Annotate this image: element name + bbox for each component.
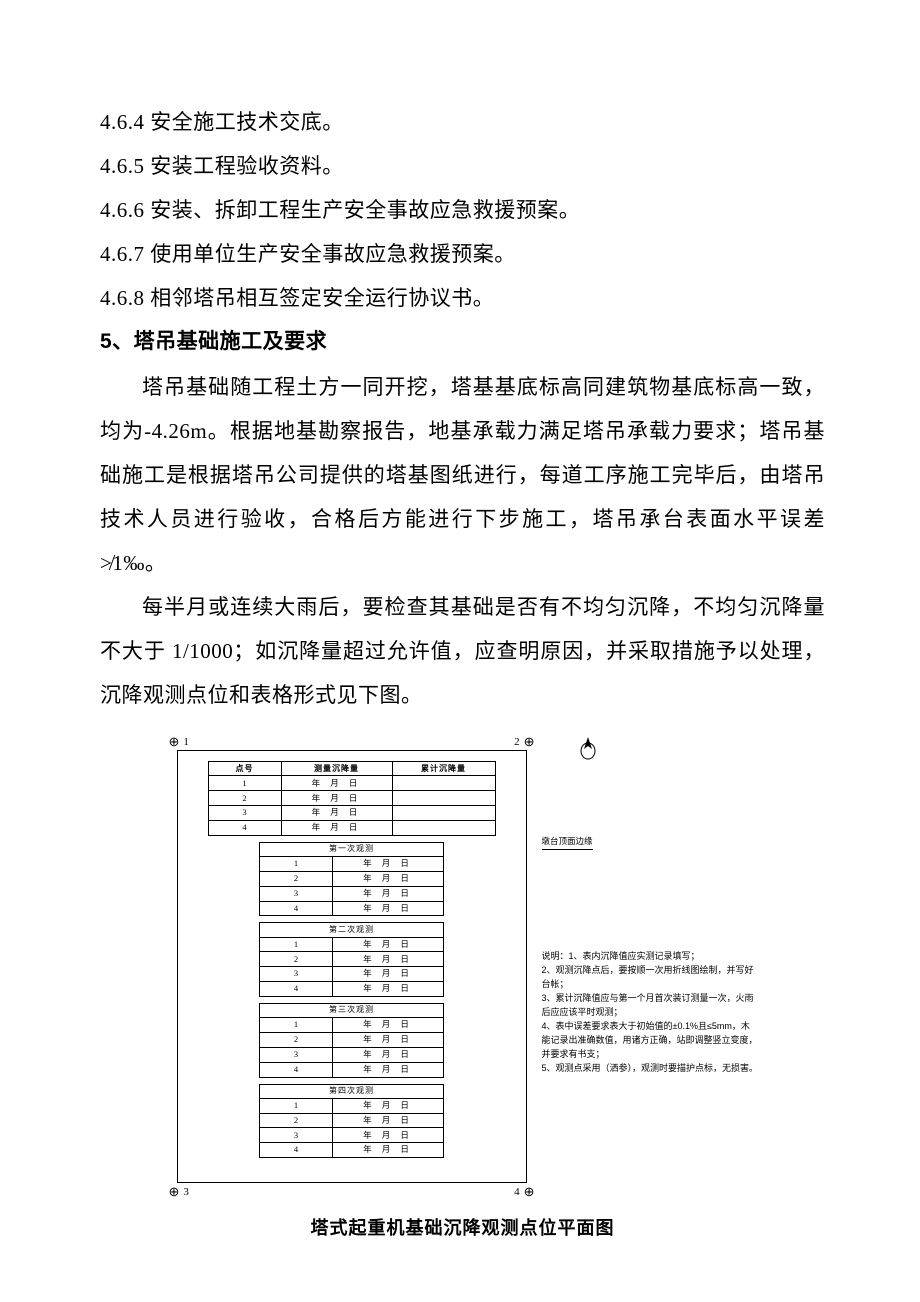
note-item: 2、观测沉降点后，要按顺一次用折线图绘制，并写好台帐； — [542, 964, 759, 992]
marker-icon: ⊕ — [524, 1185, 535, 1198]
list-item-465: 4.6.5 安装工程验收资料。 — [100, 144, 825, 188]
th-measured: 测量沉降量 — [281, 762, 392, 776]
figure-notes: 说明：1、表内沉降值应实测记录填写； 2、观测沉降点后，要按顺一次用折线图绘制，… — [542, 950, 759, 1075]
observation-head-table: 点号 测量沉降量 累计沉降量 1年 月 日 2年 月 日 3年 月 日 4年 月… — [208, 761, 496, 836]
document-page: 4.6.4 安全施工技术交底。 4.6.5 安装工程验收资料。 4.6.6 安装… — [0, 0, 920, 1300]
corner-marker-2: 2 ⊕ — [514, 735, 534, 748]
paragraph-2: 每半月或连续大雨后，要检查其基础是否有不均匀沉降，不均匀沉降量不大于 1/100… — [100, 585, 825, 717]
note-item: 5、观测点采用（洒参），观测时要描护点标，无损害。 — [542, 1062, 759, 1076]
table-row: 1年 月 日 — [260, 1098, 444, 1113]
marker-icon: ⊕ — [169, 1185, 180, 1198]
observation-table-frame: 点号 测量沉降量 累计沉降量 1年 月 日 2年 月 日 3年 月 日 4年 月… — [177, 750, 527, 1183]
corner-label: 3 — [183, 1186, 189, 1198]
corner-label: 1 — [183, 736, 189, 748]
table-row: 4年 月 日 — [260, 901, 444, 916]
corner-label: 2 — [514, 736, 520, 748]
corner-marker-3: ⊕ 3 — [169, 1185, 189, 1198]
marker-icon: ⊕ — [169, 735, 180, 748]
side-label: 墩台顶面边缘 — [542, 835, 593, 850]
note-item: 4、表中误差要求表大于初始值的±0.1%且≤5mm，木能记录出准确数值，用诸方正… — [542, 1020, 759, 1062]
table-row: 4年 月 日 — [260, 1143, 444, 1158]
table-row: 4年 月 日 — [260, 1062, 444, 1077]
table-row: 3年 月 日 — [260, 1047, 444, 1062]
notes-title: 说明： — [542, 951, 569, 961]
table-row: 3年 月 日 — [208, 806, 495, 821]
table-row: 4年 月 日 — [208, 821, 495, 836]
table-row: 2年 月 日 — [208, 791, 495, 806]
table-row: 3年 月 日 — [260, 967, 444, 982]
table-row: 1年 月 日 — [208, 776, 495, 791]
plan-diagram: ⊕ 1 2 ⊕ 点号 测量沉降量 — [167, 735, 537, 1198]
table-row: 3年 月 日 — [260, 886, 444, 901]
observation-section-2: 第二次观测 1年 月 日 2年 月 日 3年 月 日 4年 月 日 — [259, 922, 444, 997]
observation-section-3: 第三次观测 1年 月 日 2年 月 日 3年 月 日 4年 月 日 — [259, 1003, 444, 1078]
th-cumulative: 累计沉降量 — [392, 762, 495, 776]
table-row: 2年 月 日 — [260, 952, 444, 967]
table-row: 2年 月 日 — [260, 871, 444, 886]
table-row: 1年 月 日 — [260, 1018, 444, 1033]
figure-container: ⊕ 1 2 ⊕ 点号 测量沉降量 — [100, 735, 825, 1240]
corner-marker-1: ⊕ 1 — [169, 735, 189, 748]
observation-section-1: 第一次观测 1年 月 日 2年 月 日 3年 月 日 4年 月 日 — [259, 842, 444, 917]
list-item-466: 4.6.6 安装、拆卸工程生产安全事故应急救援预案。 — [100, 188, 825, 232]
table-row: 2年 月 日 — [260, 1113, 444, 1128]
paragraph-1: 塔吊基础随工程土方一同开挖，塔基基底标高同建筑物基底标高一致，均为-4.26m。… — [100, 365, 825, 585]
note-item: 3、累计沉降值应与第一个月首次装订测量一次，火雨后应应该平时观测； — [542, 992, 759, 1020]
observation-section-4: 第四次观测 1年 月 日 2年 月 日 3年 月 日 4年 月 日 — [259, 1084, 444, 1159]
table-row: 2年 月 日 — [260, 1032, 444, 1047]
corner-label: 4 — [514, 1186, 520, 1198]
list-item-467: 4.6.7 使用单位生产安全事故应急救援预案。 — [100, 232, 825, 276]
north-arrow-icon — [577, 735, 599, 771]
marker-icon: ⊕ — [524, 735, 535, 748]
table-row: 4年 月 日 — [260, 982, 444, 997]
note-item: 1、表内沉降值应实测记录填写； — [569, 951, 700, 961]
corner-marker-4: 4 ⊕ — [514, 1185, 534, 1198]
list-item-468: 4.6.8 相邻塔吊相互签定安全运行协议书。 — [100, 276, 825, 320]
th-point: 点号 — [208, 762, 281, 776]
table-row: 1年 月 日 — [260, 857, 444, 872]
list-item-464: 4.6.4 安全施工技术交底。 — [100, 100, 825, 144]
section-heading-5: 5、塔吊基础施工及要求 — [100, 320, 825, 364]
table-row: 1年 月 日 — [260, 937, 444, 952]
figure-caption: 塔式起重机基础沉降观测点位平面图 — [311, 1214, 615, 1240]
table-row: 3年 月 日 — [260, 1128, 444, 1143]
